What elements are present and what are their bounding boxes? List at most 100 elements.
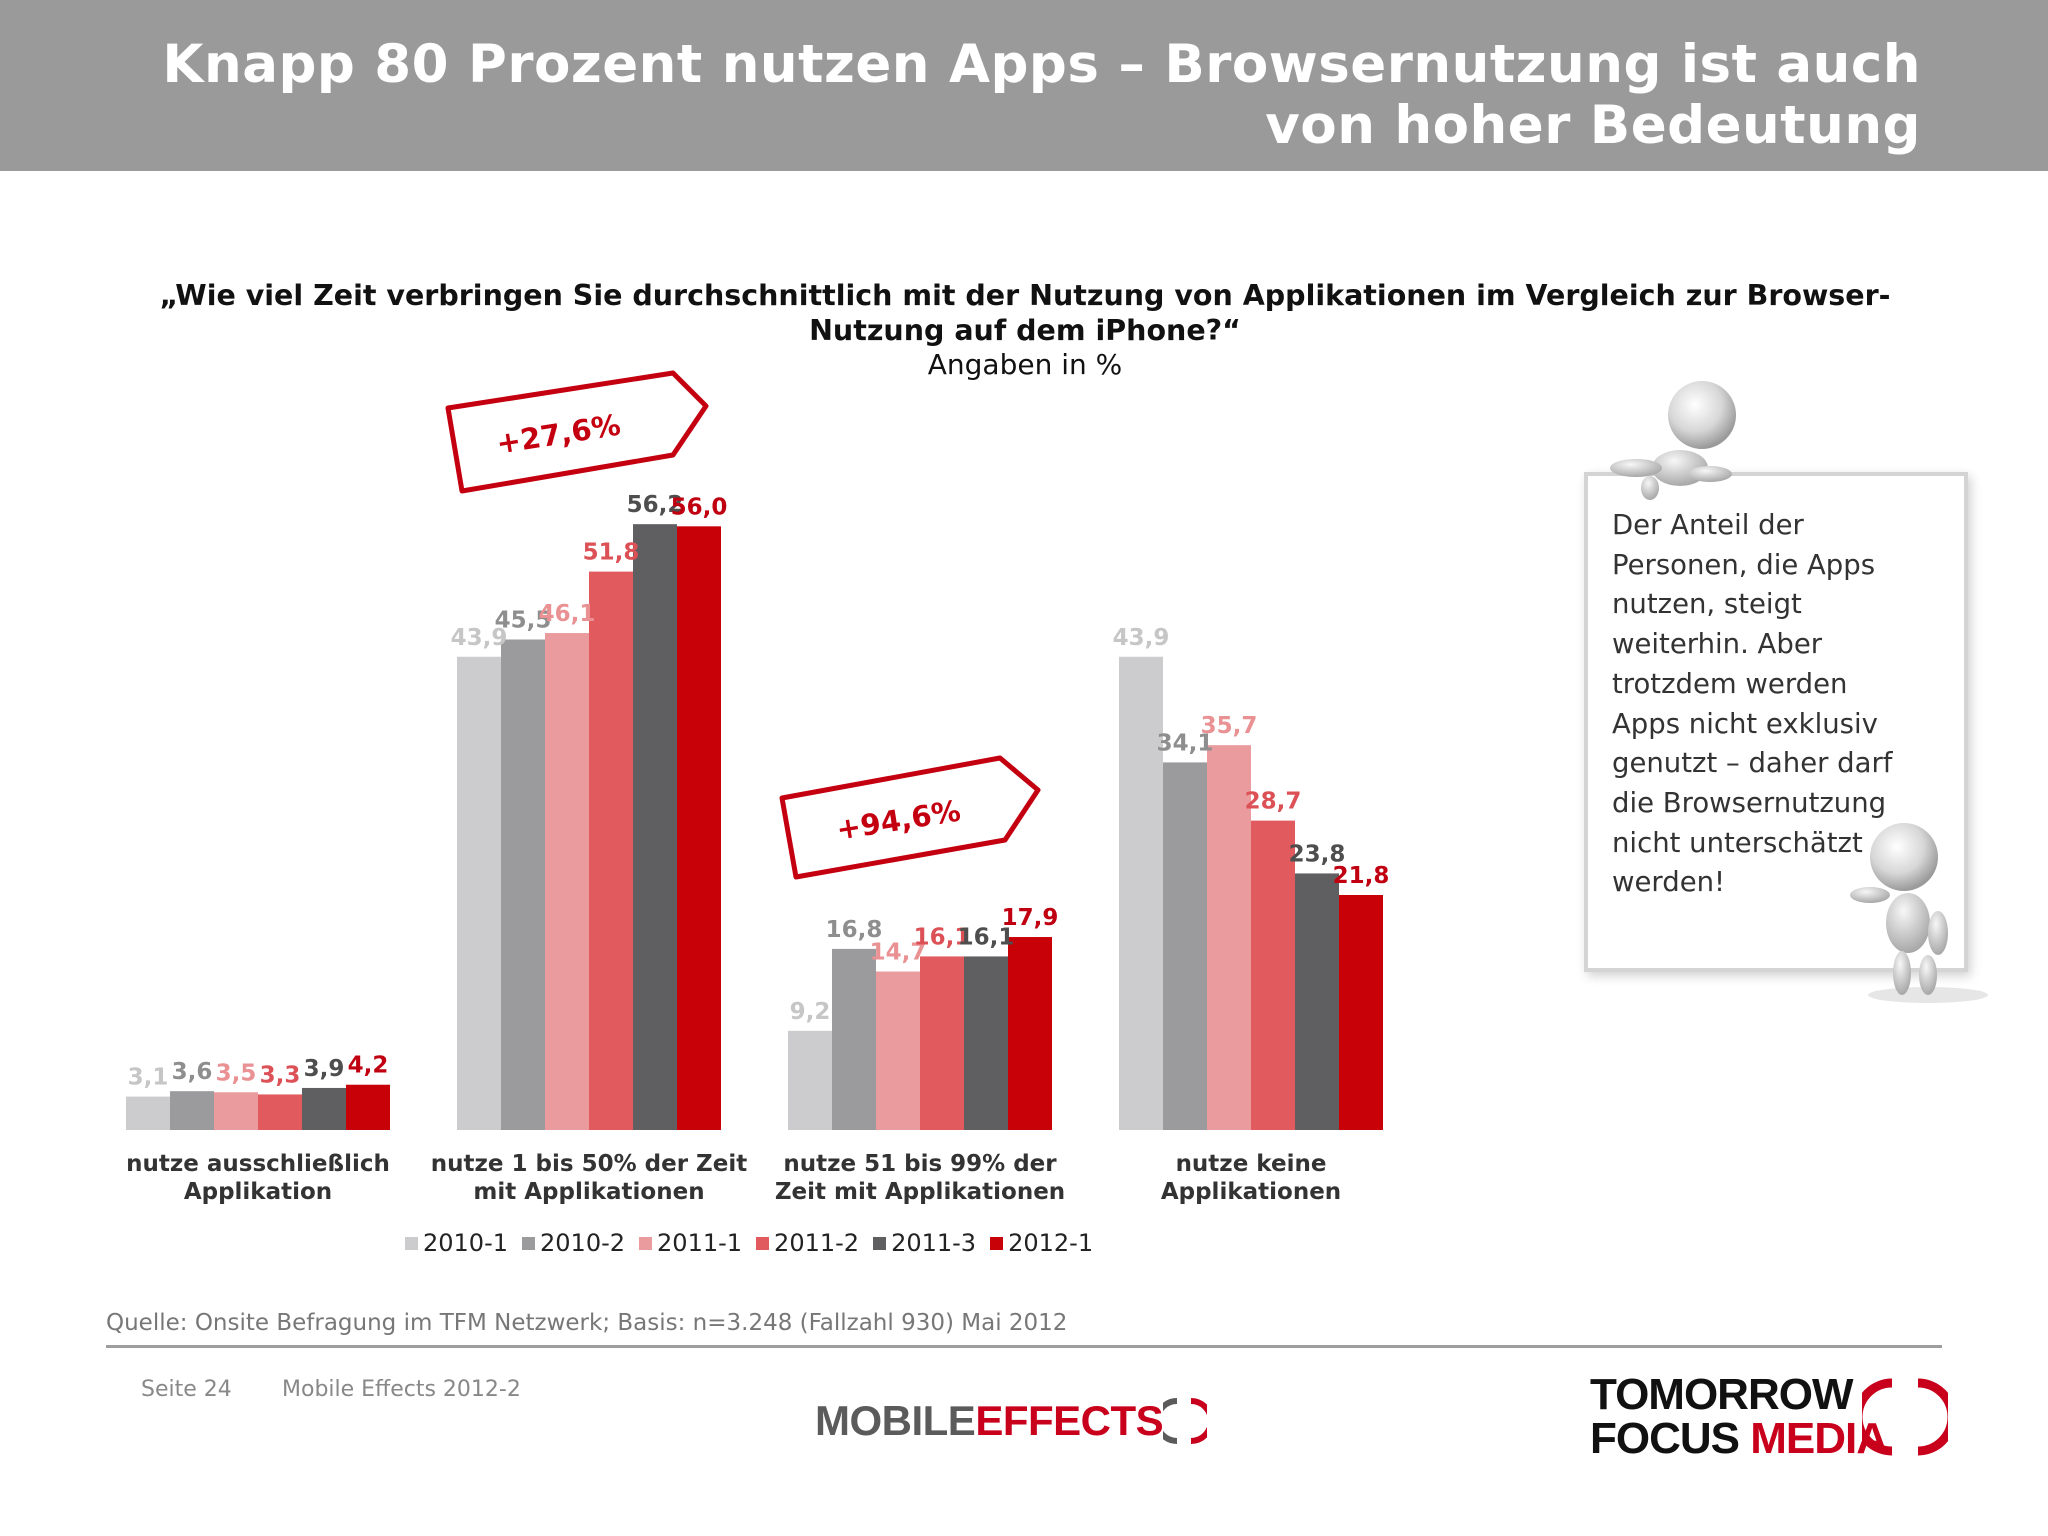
bar-2010-2-cat0 [170, 1091, 214, 1130]
survey-question: „Wie viel Zeit verbringen Sie durchschni… [130, 278, 1920, 348]
data-label-2012-1-cat2: 17,9 [1002, 905, 1059, 931]
data-label-2012-1-cat0: 4,2 [348, 1053, 389, 1079]
legend-swatch-2011-2 [756, 1236, 770, 1250]
bar-2011-2-cat0 [258, 1094, 302, 1130]
page-title: Knapp 80 Prozent nutzen Apps – Browsernu… [121, 34, 1921, 156]
mobile-effects-logo: MOBILE EFFECTS [815, 1395, 1208, 1447]
data-label-2012-1-cat1: 56,0 [671, 494, 728, 520]
bar-2010-2-cat2 [832, 948, 876, 1130]
data-label-2011-3-cat2: 16,1 [958, 924, 1015, 950]
bar-2011-2-cat1 [589, 571, 633, 1130]
legend-label-2011-3: 2011-3 [891, 1229, 977, 1257]
legend-label-2011-1: 2011-1 [657, 1229, 743, 1257]
data-label-2010-1-cat0: 3,1 [128, 1065, 169, 1091]
data-label-2011-2-cat1: 51,8 [583, 540, 640, 566]
tomorrow-focus-media-logo: TOMORROW FOCUS MEDIA [1590, 1373, 1950, 1461]
bar-2011-2-cat3 [1251, 820, 1295, 1130]
bar-2010-1-cat2 [788, 1030, 832, 1130]
bar-2012-1-cat0 [346, 1084, 390, 1130]
header-bar: Knapp 80 Prozent nutzen Apps – Browsernu… [0, 0, 2048, 171]
bar-2011-2-cat2 [920, 956, 964, 1130]
data-label-2010-2-cat0: 3,6 [172, 1059, 213, 1085]
data-label-2010-1-cat2: 9,2 [790, 999, 831, 1025]
logo-tomorrow-text: TOMORROW [1590, 1370, 1854, 1419]
legend-item-2012-1: 2012-1 [990, 1229, 1093, 1257]
legend-item-2010-2: 2010-2 [522, 1229, 625, 1257]
report-name: Mobile Effects 2012-2 [282, 1377, 521, 1402]
chart-subtitle: Angaben in % [927, 348, 1123, 381]
bar-2011-1-cat3 [1207, 745, 1251, 1130]
data-label-2010-2-cat1: 45,5 [495, 608, 552, 634]
bar-2010-2-cat3 [1163, 762, 1207, 1130]
footer-divider [106, 1345, 1942, 1348]
category-label-0-line0: nutze ausschließlich [126, 1151, 390, 1177]
legend-swatch-2010-1 [405, 1236, 418, 1250]
bar-2011-3-cat0 [302, 1087, 346, 1130]
data-label-2011-2-cat0: 3,3 [260, 1062, 301, 1088]
category-label-0-line1: Applikation [184, 1179, 332, 1205]
data-label-2011-2-cat3: 28,7 [1245, 789, 1302, 815]
data-label-2011-1-cat3: 35,7 [1201, 713, 1258, 739]
page-title-line1: Knapp 80 Prozent nutzen Apps – Browsernu… [162, 34, 1921, 95]
legend-swatch-2010-2 [522, 1236, 536, 1250]
data-label-2010-2-cat3: 34,1 [1157, 730, 1214, 756]
category-label-3-line1: Applikationen [1161, 1179, 1341, 1205]
legend-swatch-2012-1 [990, 1236, 1004, 1250]
callout-arrow-1 [779, 755, 1041, 880]
legend-label-2010-1: 2010-1 [423, 1229, 509, 1257]
bar-2012-1-cat2 [1008, 937, 1052, 1130]
info-note-text: Der Anteil der Personen, die Apps nutzen… [1612, 509, 1893, 899]
legend-item-2011-1: 2011-1 [639, 1229, 742, 1257]
legend-swatch-2011-1 [639, 1236, 653, 1250]
data-label-2011-1-cat1: 46,1 [539, 601, 596, 627]
page-number: Seite 24 [141, 1377, 232, 1402]
data-label-2011-1-cat0: 3,5 [216, 1060, 257, 1086]
page-title-line2: von hoher Bedeutung [1265, 95, 1921, 156]
bar-2010-1-cat1 [457, 656, 501, 1130]
source-note: Quelle: Onsite Befragung im TFM Netzwerk… [106, 1310, 1068, 1336]
bar-2012-1-cat3 [1339, 894, 1383, 1130]
survey-question-line1: „Wie viel Zeit verbringen Sie durchschni… [159, 279, 1891, 312]
logo-focus-text: FOCUS [1590, 1414, 1740, 1463]
legend-label-2012-1: 2012-1 [1008, 1229, 1094, 1257]
data-label-2011-1-cat2: 14,7 [870, 940, 927, 966]
data-label-2011-2-cat2: 16,1 [914, 924, 971, 950]
bar-2011-1-cat2 [876, 971, 920, 1130]
bar-2011-1-cat0 [214, 1092, 258, 1130]
bar-2012-1-cat1 [677, 526, 721, 1130]
logo-effects-text: EFFECTS [975, 1397, 1164, 1444]
bar-2011-3-cat2 [964, 956, 1008, 1130]
figure-bottom-illustration [1850, 823, 1988, 1003]
bar-2010-1-cat0 [126, 1096, 170, 1130]
data-label-2011-3-cat1: 56,2 [627, 492, 684, 518]
bar-2011-3-cat1 [633, 524, 677, 1130]
data-label-2010-1-cat3: 43,9 [1113, 625, 1170, 651]
bar-2010-2-cat1 [501, 639, 545, 1130]
data-label-2010-2-cat2: 16,8 [826, 917, 883, 943]
legend-label-2010-2: 2010-2 [540, 1229, 626, 1257]
legend-label-2011-2: 2011-2 [774, 1229, 860, 1257]
bar-2010-1-cat3 [1119, 656, 1163, 1130]
tfm-bracket-icon [1862, 1378, 1948, 1456]
bar-2011-3-cat3 [1295, 873, 1339, 1130]
data-label-2011-3-cat3: 23,8 [1289, 841, 1346, 867]
mobile-effects-bracket-icon [1163, 1398, 1208, 1444]
callout-arrow-0 [445, 370, 709, 494]
figure-top-illustration [1610, 381, 1736, 500]
data-label-2010-1-cat1: 43,9 [451, 625, 508, 651]
category-label-3-line0: nutze keine [1176, 1151, 1327, 1177]
logo-mobile-text: MOBILE [815, 1397, 976, 1444]
bar-2011-1-cat1 [545, 633, 589, 1130]
legend-item-2011-3: 2011-3 [873, 1229, 976, 1257]
survey-question-line2: Nutzung auf dem iPhone?“ [809, 314, 1241, 347]
category-label-2-line0: nutze 51 bis 99% der [783, 1151, 1057, 1177]
legend-item-2011-2: 2011-2 [756, 1229, 859, 1257]
data-label-2011-3-cat0: 3,9 [304, 1056, 345, 1082]
chart-legend: 2010-1 2010-2 2011-1 2011-2 2011-3 2012-1 [405, 1228, 1093, 1258]
legend-swatch-2011-3 [873, 1236, 887, 1250]
legend-item-2010-1: 2010-1 [405, 1229, 508, 1257]
category-label-1-line0: nutze 1 bis 50% der Zeit [431, 1151, 747, 1177]
category-label-1-line1: mit Applikationen [473, 1179, 704, 1205]
category-label-2-line1: Zeit mit Applikationen [775, 1179, 1065, 1205]
